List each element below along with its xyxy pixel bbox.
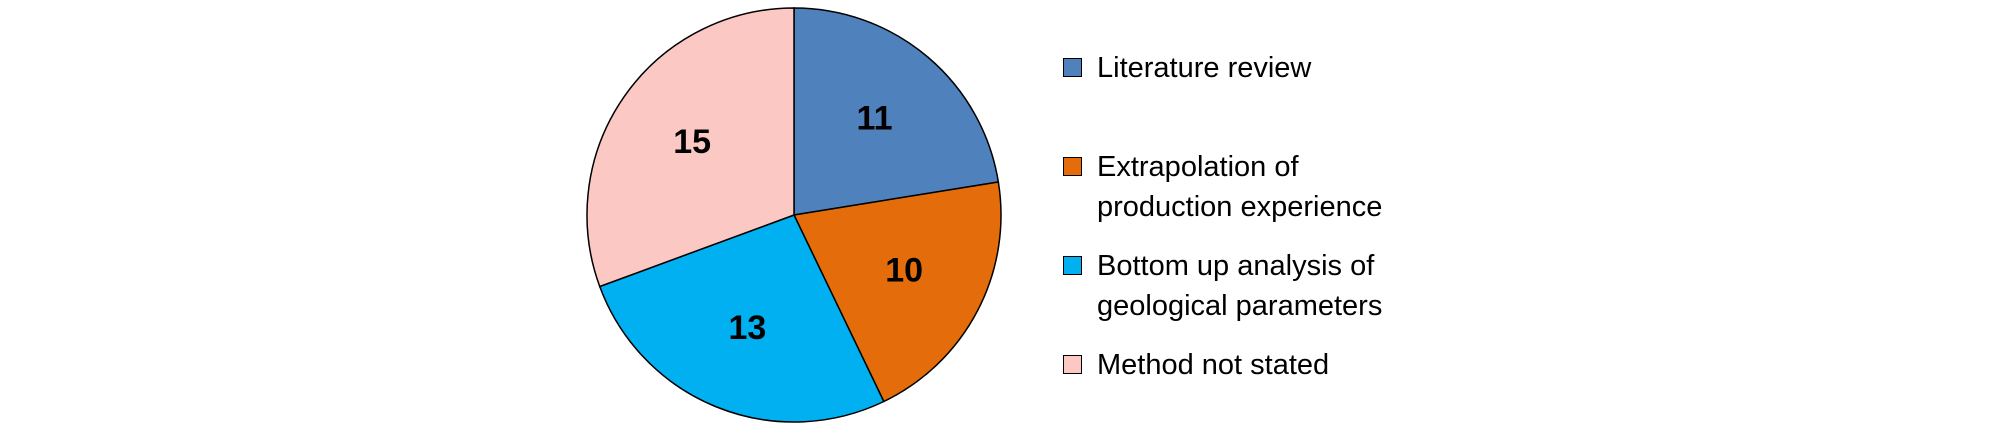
legend-label: Bottom up analysis of geological paramet… [1097, 250, 1383, 322]
legend-label: Literature review [1097, 52, 1312, 84]
legend-item: Literature review [1063, 48, 1311, 88]
legend-item: Bottom up analysis of geological paramet… [1063, 246, 1382, 326]
pie-slice [792, 181, 1002, 403]
data-label: 11 [857, 99, 893, 137]
data-label: 15 [673, 123, 711, 161]
data-label: 13 [728, 309, 766, 347]
legend-label: Extrapolation of production experience [1097, 151, 1383, 223]
pie-slice [793, 7, 1000, 216]
legend-swatch [1063, 58, 1082, 77]
data-label: 10 [885, 251, 923, 289]
legend-label: Method not stated [1097, 349, 1330, 381]
legend-swatch [1063, 157, 1082, 176]
legend-swatch [1063, 355, 1082, 374]
legend-item: Extrapolation of production experience [1063, 147, 1382, 227]
pie-slice [598, 214, 885, 423]
pie-slice [586, 7, 795, 288]
legend-swatch [1063, 256, 1082, 275]
legend-item: Method not stated [1063, 345, 1329, 385]
